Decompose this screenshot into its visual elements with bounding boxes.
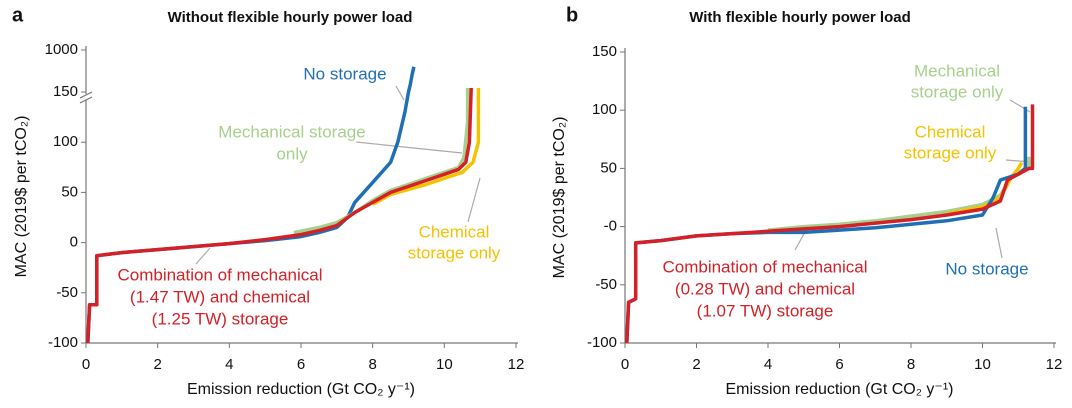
y-tick-label: 150 (592, 43, 617, 60)
annotation: (0.28 TW) and chemical (675, 279, 855, 298)
annotation: (1.25 TW) storage (152, 309, 289, 328)
axis-break (79, 91, 93, 99)
y-tick-label: 150 (53, 83, 78, 100)
chart-title: Without flexible hourly power load (168, 9, 413, 26)
y-axis-label: MAC (2019$ per tCO₂) (13, 116, 30, 278)
series-line (625, 104, 1035, 344)
annotation: Mechanical (914, 61, 1000, 80)
y-tick-label: -0 (604, 218, 617, 235)
leader-line (995, 227, 1003, 259)
leader-line (355, 141, 463, 154)
series-line (293, 88, 470, 235)
y-tick-label: 1000 (45, 41, 78, 58)
x-axis-label: Emission reduction (Gt CO₂ y⁻¹) (725, 381, 953, 398)
panel-label: a (12, 4, 24, 26)
series-line (86, 87, 473, 344)
x-tick-label: 10 (974, 356, 991, 373)
panel-label: b (566, 4, 578, 26)
y-tick-label: 100 (592, 101, 617, 118)
axis-break (79, 96, 93, 104)
x-axis-label: Emission reduction (Gt CO₂ y⁻¹) (187, 381, 415, 398)
annotation: storage only (904, 143, 997, 162)
leader-line (467, 177, 481, 223)
annotation: Mechanical storage (218, 122, 365, 141)
y-tick-label: 100 (53, 133, 78, 150)
annotation: storage only (911, 82, 1004, 101)
x-tick-label: 2 (692, 356, 700, 373)
series-line (946, 161, 1024, 216)
x-tick-label: 8 (368, 356, 376, 373)
annotation: (1.07 TW) storage (697, 301, 834, 320)
y-tick-label: 0 (70, 234, 78, 251)
annotation: (1.47 TW) and chemical (130, 287, 310, 306)
annotation: only (276, 144, 308, 163)
leader-line (395, 85, 405, 101)
leader-line (794, 231, 806, 251)
annotation: Chemical (915, 122, 986, 141)
annotation: Combination of mechanical (117, 265, 322, 284)
y-axis-label: MAC (2019$ per tCO₂) (551, 117, 568, 279)
y-tick-label: -100 (48, 334, 78, 351)
chart-title: With flexible hourly power load (689, 9, 911, 26)
x-tick-label: 0 (621, 356, 629, 373)
x-tick-label: 6 (835, 356, 843, 373)
x-tick-label: 12 (508, 356, 525, 373)
x-tick-label: 10 (436, 356, 453, 373)
x-tick-label: 2 (153, 356, 161, 373)
annotation: Combination of mechanical (662, 257, 867, 276)
y-tick-label: -50 (56, 284, 78, 301)
x-tick-label: 0 (82, 356, 90, 373)
annotation: No storage (303, 64, 386, 83)
series-line (371, 88, 481, 206)
x-tick-label: 4 (225, 356, 233, 373)
annotation: Chemical (419, 222, 490, 241)
annotation: No storage (945, 259, 1028, 278)
y-tick-label: -50 (595, 276, 617, 293)
y-tick-label: 50 (600, 159, 617, 176)
x-tick-label: 12 (1046, 356, 1063, 373)
annotation: storage only (408, 243, 501, 262)
leader-line (195, 247, 211, 265)
y-tick-label: 50 (61, 183, 78, 200)
x-tick-label: 6 (297, 356, 305, 373)
x-tick-label: 4 (764, 356, 772, 373)
x-tick-label: 8 (907, 356, 915, 373)
y-tick-label: -100 (587, 334, 617, 351)
